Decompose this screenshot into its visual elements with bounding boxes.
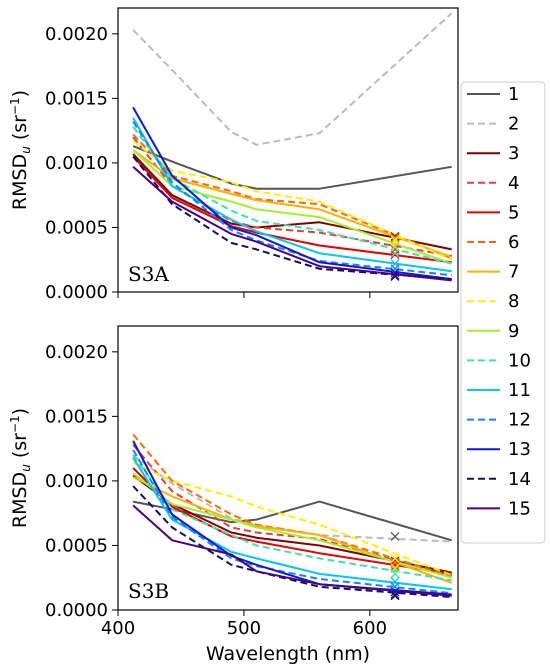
series-line-s3b-11	[132, 457, 452, 591]
panel-label-s3a: S3A	[128, 262, 169, 286]
point-markers-s3a	[390, 232, 400, 281]
legend-label-12: 12	[508, 410, 531, 431]
x-marker-s3b-8	[390, 553, 400, 563]
series-line-s3b-6	[132, 433, 452, 578]
x-marker-s3a-3	[390, 232, 400, 241]
legend-label-6: 6	[508, 232, 519, 253]
series-line-s3a-14	[132, 155, 452, 281]
y-axis-ticks-s3a: 0.0000 0.0005 0.0010 0.0015 0.0020	[45, 24, 118, 303]
legend-label-1: 1	[508, 84, 519, 105]
series-line-s3a-15	[132, 166, 452, 282]
series-line-s3a-11	[132, 117, 452, 273]
series-line-s3a-6	[132, 133, 453, 260]
x-axis-ticks-s3a	[117, 292, 371, 298]
series-line-s3b-8	[132, 461, 453, 577]
x-marker-s3b-14	[390, 591, 400, 601]
legend-label-11: 11	[508, 380, 531, 401]
y-tick-label-s3b-4: 0.0020	[45, 342, 108, 363]
series-lines-s3a	[132, 12, 453, 282]
y-tick-label-s3a-4: 0.0020	[45, 24, 108, 45]
legend-label-9: 9	[508, 321, 519, 342]
y-tick-label-s3a-2: 0.0010	[45, 153, 108, 174]
series-lines-s3b	[132, 433, 453, 599]
x-axis-label: Wavelength (nm)	[206, 643, 370, 665]
y-axis-label-s3a: RMSDu (sr−1)	[8, 90, 33, 210]
series-line-s3b-4	[132, 444, 452, 578]
panel-label-s3b: S3B	[128, 579, 169, 603]
legend-label-13: 13	[508, 439, 531, 460]
x-tick-label-2: 600	[353, 618, 387, 639]
legend-label-4: 4	[508, 173, 519, 194]
y-axis-ticks-s3b: 0.0000 0.0005 0.0010 0.0015 0.0020	[45, 342, 118, 621]
x-marker-s3a-12	[390, 264, 400, 274]
legend-label-5: 5	[508, 202, 519, 223]
x-marker-s3b-7	[390, 562, 400, 572]
x-marker-s3a-5	[390, 250, 400, 260]
y-tick-label-s3b-2: 0.0010	[45, 471, 108, 492]
series-line-s3a-2	[132, 12, 453, 146]
y-tick-label-s3b-1: 0.0005	[45, 535, 108, 556]
panel-s3b: 0.0000 0.0005 0.0010 0.0015 0.0020 400 500 600…	[8, 325, 459, 639]
series-line-s3a-12	[132, 121, 452, 277]
series-line-s3a-13	[132, 106, 452, 281]
legend-label-10: 10	[508, 350, 531, 371]
series-line-s3a-9	[132, 149, 453, 265]
legend-label-8: 8	[508, 291, 519, 312]
y-tick-label-s3b-0: 0.0000	[45, 600, 108, 621]
plot-frame-s3a	[117, 7, 459, 293]
y-axis-label-s3b: RMSDu (sr−1)	[8, 408, 33, 528]
y-tick-label-s3a-3: 0.0015	[45, 88, 108, 109]
series-line-s3a-5	[132, 155, 452, 264]
legend-label-14: 14	[508, 469, 531, 490]
x-marker-s3b-5	[390, 561, 400, 571]
legend-label-3: 3	[508, 143, 519, 164]
series-line-s3a-8	[132, 140, 453, 261]
y-tick-label-s3a-1: 0.0005	[45, 217, 108, 238]
panel-s3a: 0.0000 0.0005 0.0010 0.0015 0.0020 S3A RMSDu…	[8, 7, 459, 303]
x-marker-s3a-7	[390, 234, 400, 244]
series-line-s3a-10	[132, 126, 452, 265]
y-tick-label-s3a-0: 0.0000	[45, 282, 108, 303]
legend-label-7: 7	[508, 262, 519, 283]
legend-frame	[460, 81, 546, 544]
x-marker-s3b-15	[390, 590, 400, 599]
plot-frame-s3b	[117, 325, 459, 611]
legend-label-15: 15	[508, 498, 531, 519]
x-marker-s3b-1	[390, 531, 400, 541]
x-marker-s3a-8	[390, 235, 400, 245]
series-line-s3b-9	[132, 472, 452, 579]
x-axis-ticks-s3b: 400 500 600	[101, 610, 387, 639]
x-marker-s3a-14	[390, 272, 400, 281]
point-markers-s3b	[390, 531, 400, 601]
x-marker-s3a-13	[390, 268, 400, 278]
y-tick-label-s3b-3: 0.0015	[45, 406, 108, 427]
x-marker-s3b-13	[390, 587, 400, 597]
x-marker-s3a-9	[390, 242, 400, 252]
x-marker-s3a-15	[390, 270, 400, 280]
legend-label-2: 2	[508, 114, 519, 135]
x-tick-label-0: 400	[101, 618, 135, 639]
x-tick-label-1: 500	[227, 618, 261, 639]
x-marker-s3a-6	[390, 233, 400, 243]
x-marker-s3a-10	[390, 248, 400, 258]
x-marker-s3b-10	[390, 569, 400, 579]
series-line-s3b-15	[132, 504, 452, 597]
series-line-s3b-14	[132, 485, 452, 599]
